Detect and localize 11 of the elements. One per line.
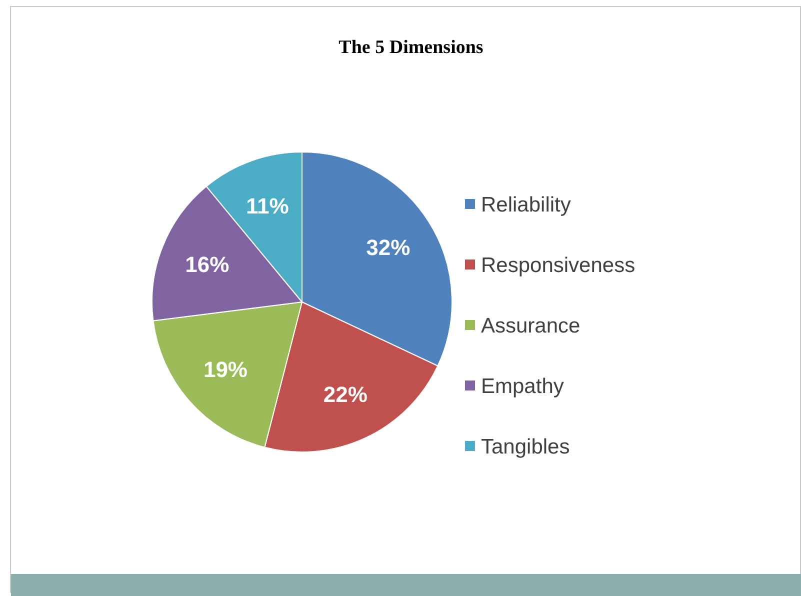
legend-label: Reliability <box>481 193 572 216</box>
data-label: 16% <box>185 252 230 278</box>
legend-label: Assurance <box>481 314 580 338</box>
legend-label: Tangibles <box>481 435 570 458</box>
data-label: 22% <box>323 382 368 407</box>
legend-label: Responsiveness <box>481 254 636 277</box>
chart-title: The 5 Dimensions <box>338 37 484 58</box>
data-label: 11% <box>246 194 289 219</box>
legend-label: Empathy <box>481 374 564 398</box>
data-label: 32% <box>366 235 410 260</box>
data-label: 19% <box>203 357 248 382</box>
